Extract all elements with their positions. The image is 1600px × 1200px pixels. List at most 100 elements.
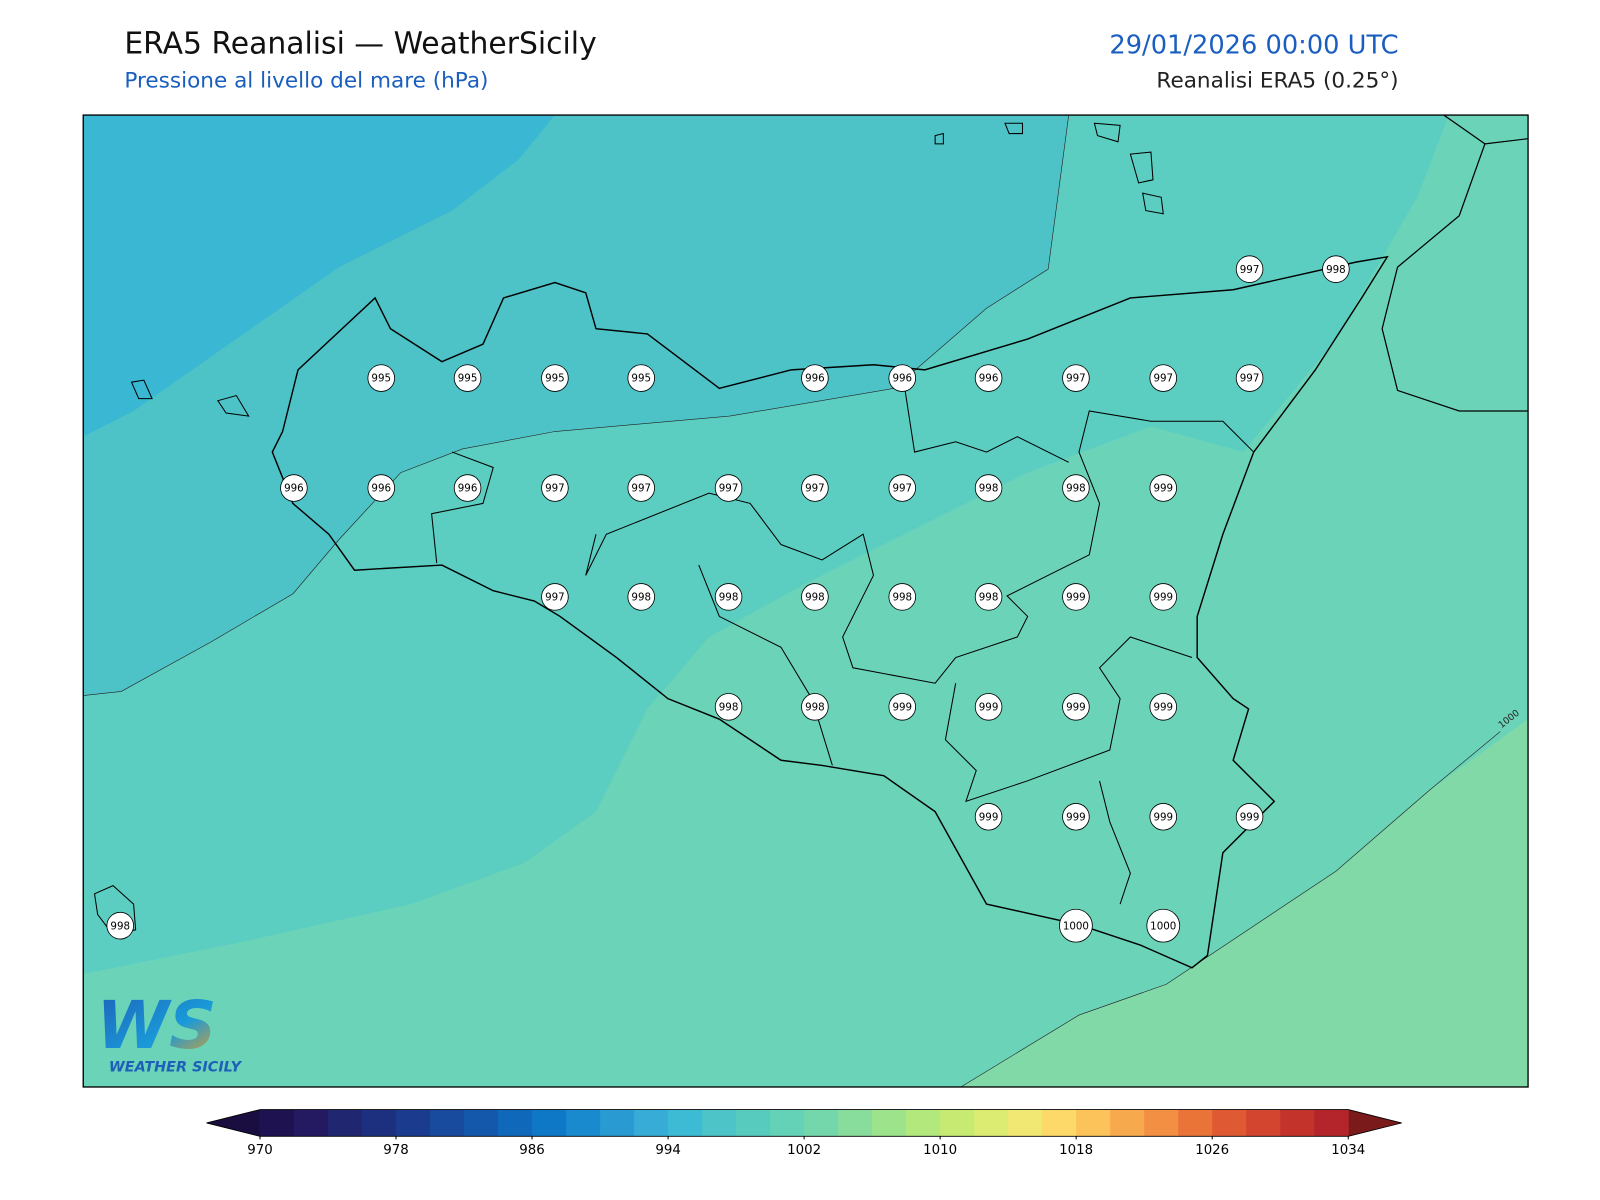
colorbar-cell — [1110, 1109, 1145, 1137]
colorbar-cell — [396, 1109, 431, 1137]
colorbar-tick-label: 978 — [383, 1143, 408, 1158]
station-marker — [1062, 803, 1090, 831]
station-value: 998 — [110, 920, 130, 932]
colorbar-tick-label: 1018 — [1059, 1143, 1093, 1158]
station-marker — [1149, 364, 1178, 392]
station-value: 997 — [545, 483, 565, 495]
colorbar-cell — [362, 1109, 397, 1137]
station-marker — [801, 583, 829, 611]
colorbar-cell — [770, 1109, 805, 1137]
colorbar-under — [206, 1109, 260, 1137]
datetime: 29/01/2026 00:00 UTC — [1109, 30, 1398, 60]
station-marker — [1146, 908, 1181, 943]
colorbar-cell — [1144, 1109, 1179, 1137]
station-marker — [801, 693, 829, 721]
station-value: 997 — [631, 483, 651, 495]
station-value: 998 — [719, 701, 739, 713]
station-marker — [1235, 255, 1264, 283]
colorbar-cell — [804, 1109, 839, 1137]
station-value: 997 — [1240, 264, 1260, 276]
station-marker — [1149, 803, 1178, 831]
colorbar-cell — [838, 1109, 873, 1137]
station-value: 996 — [458, 483, 478, 495]
calabria-coast — [1381, 115, 1529, 412]
station-value: 999 — [1066, 701, 1086, 713]
colorbar-cell — [1042, 1109, 1077, 1137]
station-marker — [367, 474, 396, 502]
province-borders — [431, 385, 1255, 905]
station-value: 996 — [284, 483, 304, 495]
station-value: 995 — [545, 373, 565, 385]
station-value: 997 — [719, 483, 739, 495]
station-marker — [627, 474, 656, 502]
station-value: 997 — [545, 592, 565, 604]
station-value: 996 — [371, 483, 391, 495]
station-value: 998 — [979, 592, 999, 604]
colorbar-tick-label: 1034 — [1331, 1143, 1365, 1158]
station-marker — [974, 474, 1003, 502]
station-value: 998 — [892, 592, 912, 604]
station-value: 998 — [631, 592, 651, 604]
subtitle: Pressione al livello del mare (hPa) — [124, 68, 488, 93]
station-value: 998 — [805, 592, 825, 604]
field-highest — [960, 719, 1529, 1087]
station-marker — [714, 474, 743, 502]
field-low — [83, 115, 555, 437]
station-value: 998 — [1326, 264, 1346, 276]
station-marker — [801, 474, 829, 502]
colorbar-cell — [532, 1109, 567, 1137]
station-marker — [453, 364, 482, 392]
station-marker — [1062, 583, 1090, 611]
station-value: 999 — [1066, 811, 1086, 823]
colorbar-cell — [1076, 1109, 1111, 1137]
map-frame — [82, 114, 1529, 1088]
colorbar-cell — [736, 1109, 771, 1137]
colorbar: 970 978 986 994 1002 1010 1018 1026 1034 — [206, 1109, 1402, 1158]
station-marker — [801, 364, 829, 392]
station-value: 998 — [979, 483, 999, 495]
station-marker — [106, 911, 135, 940]
colorbar-cell — [1246, 1109, 1281, 1137]
station-value: 999 — [1153, 483, 1173, 495]
station-marker — [974, 583, 1003, 611]
station-value: 999 — [892, 701, 912, 713]
colorbar-cell — [293, 1109, 329, 1137]
station-value: 999 — [979, 811, 999, 823]
colorbar-tick-label: 1010 — [923, 1143, 957, 1158]
station-value: 1000 — [1150, 920, 1176, 932]
station-marker — [1149, 474, 1178, 502]
station-marker — [888, 693, 917, 721]
colorbar-cell — [634, 1109, 669, 1137]
station-marker — [1149, 583, 1178, 611]
islands — [93, 122, 1164, 936]
colorbar-cell — [328, 1109, 363, 1137]
colorbar-cell — [906, 1109, 941, 1137]
station-marker — [714, 583, 743, 611]
station-marker — [627, 583, 656, 611]
station-marker — [714, 693, 743, 721]
colorbar-cell — [498, 1109, 533, 1137]
station-marker — [541, 583, 569, 611]
station-marker — [1149, 693, 1178, 721]
station-marker — [1235, 364, 1264, 392]
colorbar-cell — [974, 1109, 1009, 1137]
station-marker — [974, 364, 1003, 392]
station-marker — [1235, 803, 1264, 831]
colorbar-cell — [668, 1109, 703, 1137]
colorbar-cell — [1212, 1109, 1247, 1137]
station-value: 999 — [1153, 592, 1173, 604]
colorbar-cell — [259, 1109, 295, 1137]
colorbar-over — [1348, 1109, 1402, 1137]
colorbar-cell — [1280, 1109, 1315, 1137]
station-marker — [1322, 255, 1350, 283]
colorbar-cell — [872, 1109, 907, 1137]
colorbar-cell — [464, 1109, 499, 1137]
isobar — [83, 115, 1070, 696]
station-value: 995 — [631, 373, 651, 385]
station-value: 997 — [805, 483, 825, 495]
colorbar-cell — [940, 1109, 975, 1137]
station-marker — [1062, 693, 1090, 721]
station-marker — [541, 474, 569, 502]
